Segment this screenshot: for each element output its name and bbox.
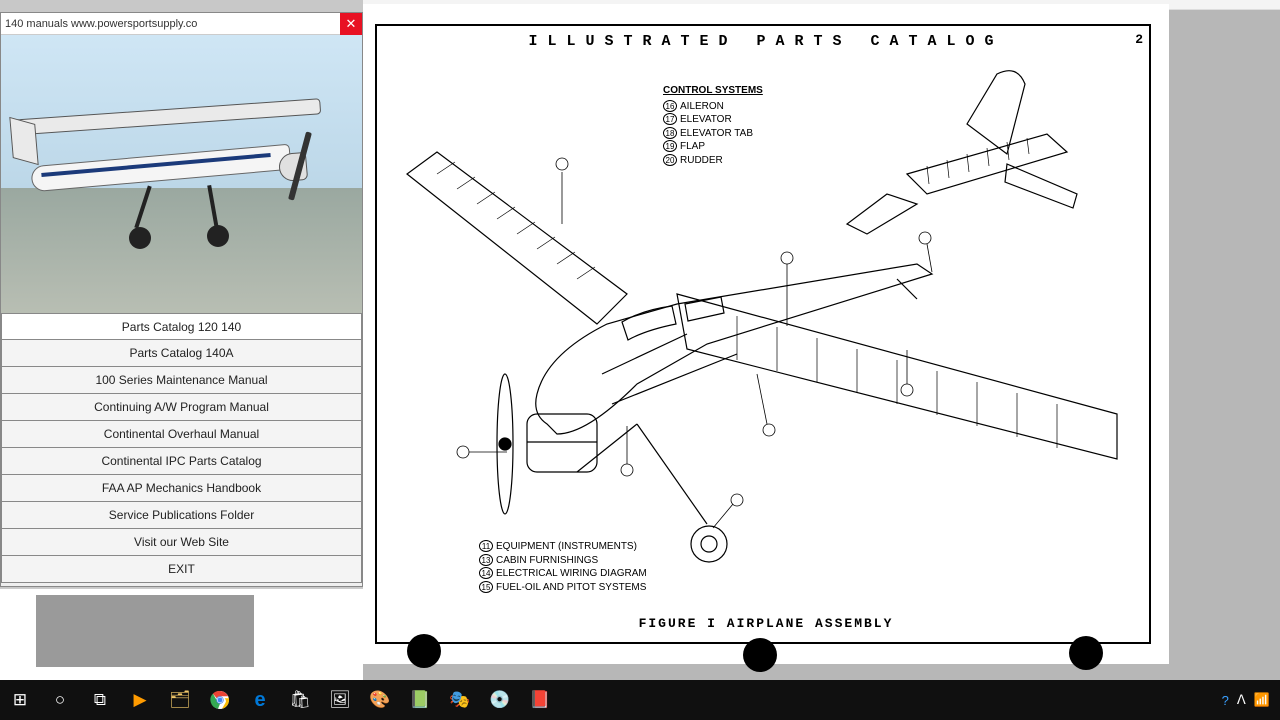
menu-item-continuing-aw[interactable]: Continuing A/W Program Manual: [1, 394, 362, 421]
menu-item-exit[interactable]: EXIT: [1, 556, 362, 583]
window-title: 140 manuals www.powersportsupply.co: [5, 18, 197, 30]
photo-gear-strut: [207, 185, 219, 229]
selection-handle[interactable]: [743, 638, 777, 672]
file-explorer-icon[interactable]: 🗂: [160, 680, 200, 720]
adobe-reader-icon[interactable]: 📕: [520, 680, 560, 720]
menu-item-continental-ipc[interactable]: Continental IPC Parts Catalog: [1, 448, 362, 475]
catalog-title: ILLUSTRATED PARTS CATALOG: [363, 34, 1169, 49]
network-icon[interactable]: 📶: [1254, 692, 1270, 708]
app-icon[interactable]: 🎨: [360, 680, 400, 720]
catalog-content: ILLUSTRATED PARTS CATALOG 2 CONTROL SYST…: [363, 4, 1169, 664]
photo-wheel: [129, 227, 151, 249]
photo-gear-strut: [134, 185, 151, 228]
menu-item-100-series[interactable]: 100 Series Maintenance Manual: [1, 367, 362, 394]
photo-fuselage: [30, 144, 291, 193]
menu-item-continental-overhaul[interactable]: Continental Overhaul Manual: [1, 421, 362, 448]
chrome-icon[interactable]: [200, 680, 240, 720]
close-button[interactable]: ✕: [340, 13, 362, 35]
menu-item-parts-120-140[interactable]: Parts Catalog 120 140: [1, 313, 362, 340]
catalog-page: ILLUSTRATED PARTS CATALOG 2 CONTROL SYST…: [363, 4, 1169, 664]
menu-item-faa-handbook[interactable]: FAA AP Mechanics Handbook: [1, 475, 362, 502]
catalog-page-number: 2: [1135, 32, 1143, 47]
app-icon[interactable]: 💿: [480, 680, 520, 720]
taskview-icon[interactable]: ⧉: [80, 680, 120, 720]
selection-handle[interactable]: [407, 634, 441, 668]
airplane-photo: [1, 35, 362, 313]
photo-wing: [11, 98, 321, 136]
help-icon[interactable]: ?: [1222, 693, 1229, 708]
manual-menu: Parts Catalog 120 140 Parts Catalog 140A…: [1, 313, 362, 583]
system-tray[interactable]: ? ᐱ 📶: [1222, 692, 1280, 708]
store-icon[interactable]: 🛍: [280, 680, 320, 720]
media-player-icon[interactable]: ▶: [120, 680, 160, 720]
menu-item-service-pubs[interactable]: Service Publications Folder: [1, 502, 362, 529]
photo-tail: [9, 117, 38, 165]
selection-handle[interactable]: [1069, 636, 1103, 670]
start-button[interactable]: ⊞: [0, 680, 40, 720]
taskbar: ⊞ ○ ⧉ ▶ 🗂 e 🛍 🖼 🎨 📗 🎭 💿 📕 ? ᐱ 📶: [0, 680, 1280, 720]
app-icon[interactable]: 🎭: [440, 680, 480, 720]
edge-icon[interactable]: e: [240, 680, 280, 720]
page-thumbnail[interactable]: [36, 595, 254, 667]
photo-wheel: [207, 225, 229, 247]
manuals-window: 140 manuals www.powersportsupply.co ✕ Pa…: [0, 12, 363, 587]
tray-chevron-icon[interactable]: ᐱ: [1237, 692, 1246, 708]
app-icon[interactable]: 📗: [400, 680, 440, 720]
menu-item-website[interactable]: Visit our Web Site: [1, 529, 362, 556]
airplane-diagram: [377, 64, 1155, 604]
cortana-icon[interactable]: ○: [40, 680, 80, 720]
figure-caption: FIGURE I AIRPLANE ASSEMBLY: [363, 617, 1169, 630]
desktop: ILLUSTRATED PARTS CATALOG 2 CONTROL SYST…: [0, 0, 1280, 720]
menu-item-parts-140a[interactable]: Parts Catalog 140A: [1, 340, 362, 367]
thumbnail-strip: [0, 588, 363, 680]
window-titlebar[interactable]: 140 manuals www.powersportsupply.co: [1, 13, 362, 35]
app-icon[interactable]: 🖼: [320, 680, 360, 720]
